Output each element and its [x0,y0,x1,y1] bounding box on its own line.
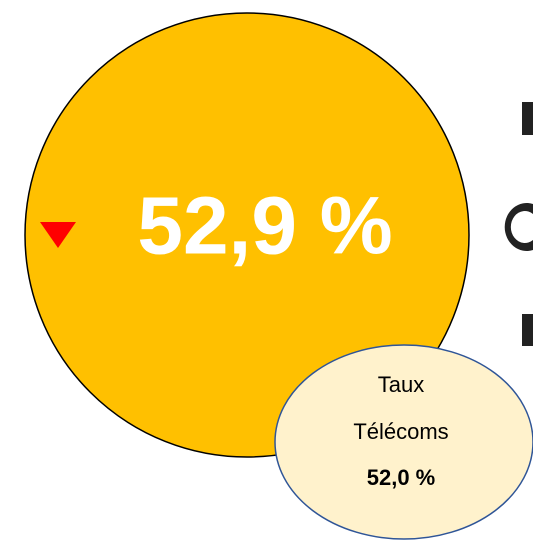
cut-glyph [504,203,533,251]
cut-glyph [522,102,533,135]
reference-circle [274,344,533,540]
cut-glyph [522,314,533,346]
main-value: 52,9 % [137,181,392,272]
reference-value: 52,0 % [367,465,436,490]
down-indicator [40,222,76,248]
reference-label: Taux [378,372,424,397]
reference-label: Télécoms [353,419,448,444]
main-circle [24,12,470,458]
